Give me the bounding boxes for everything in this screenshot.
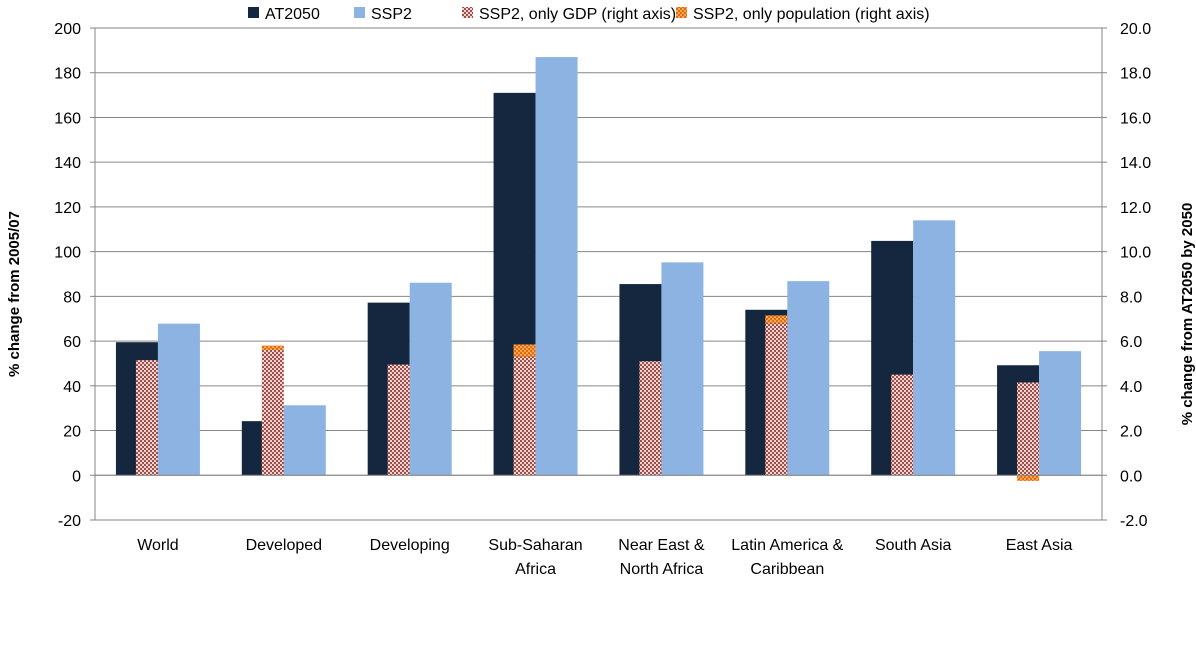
y-tick-label: 120 (54, 200, 81, 217)
x-category-label: Near East & (618, 537, 705, 554)
bar-ssp2 (787, 281, 830, 476)
bar-ssp2 (535, 57, 578, 476)
legend-label: SSP2 (371, 6, 412, 23)
x-category-label: Caribbean (750, 561, 824, 578)
y-tick-label: 140 (54, 155, 81, 172)
bar-ssp2 (409, 282, 452, 476)
bars-layer (115, 57, 1082, 481)
y-tick-label: 0 (72, 468, 81, 485)
bar-ssp2-only-gdp (513, 356, 536, 476)
bar-ssp2-only-gdp (1017, 382, 1040, 476)
legend-swatch (354, 7, 365, 18)
y2-tick-label: 20.0 (1120, 21, 1151, 38)
y2-tick-label: 4.0 (1120, 379, 1142, 396)
y-tick-label: 160 (54, 110, 81, 127)
bar-ssp2-only-population (1017, 475, 1040, 481)
bar-ssp2-only-gdp (891, 374, 914, 476)
legend-label: AT2050 (265, 6, 320, 23)
bar-ssp2-only-population (513, 344, 536, 357)
y-tick-label: 40 (63, 379, 81, 396)
y-axis-title: % change from 2005/07 (6, 211, 23, 377)
y2-tick-label: 2.0 (1120, 424, 1142, 441)
x-category-label: South Asia (875, 537, 952, 554)
legend-label: SSP2, only GDP (right axis) (479, 6, 676, 23)
y-tick-label: 80 (63, 289, 81, 306)
y-tick-label: 200 (54, 21, 81, 38)
bar-ssp2-only-gdp (135, 360, 158, 476)
x-category-label: World (137, 537, 179, 554)
x-category-label: Africa (515, 561, 556, 578)
x-category-label: Developed (246, 537, 323, 554)
x-category-label: North Africa (620, 561, 704, 578)
bar-ssp2 (1039, 351, 1082, 476)
bar-ssp2 (157, 323, 200, 476)
y2-tick-label: 16.0 (1120, 110, 1151, 127)
legend-label: SSP2, only population (right axis) (693, 6, 930, 23)
y2-tick-label: 10.0 (1120, 245, 1151, 262)
legend-swatch (676, 7, 687, 18)
legend-swatch (248, 7, 259, 18)
x-category-label: Developing (370, 537, 450, 554)
x-category-label: Latin America & (731, 537, 843, 554)
y-tick-label: 20 (63, 424, 81, 441)
y2-tick-label: 14.0 (1120, 155, 1151, 172)
bar-ssp2-only-population (261, 345, 284, 351)
y2-tick-label: 12.0 (1120, 200, 1151, 217)
labels-layer: -20 0 20 40 60 80 100 120 140 160 180 200 -2.0 0.0 2.0… (6, 21, 1196, 578)
bar-ssp2 (913, 220, 956, 476)
y-tick-label: 60 (63, 334, 81, 351)
bar-ssp2-only-gdp (387, 364, 410, 476)
bar-ssp2-only-gdp (765, 323, 788, 476)
bar-ssp2 (283, 405, 326, 476)
y-tick-label: 180 (54, 66, 81, 83)
bar-ssp2-only-gdp (639, 361, 662, 476)
y2-tick-label: 8.0 (1120, 289, 1142, 306)
y2-tick-label: 18.0 (1120, 66, 1151, 83)
y2-tick-label: 0.0 (1120, 468, 1142, 485)
y2-tick-label: 6.0 (1120, 334, 1142, 351)
y2-tick-label: -2.0 (1120, 513, 1148, 530)
y-tick-label: -20 (58, 513, 81, 530)
bar-ssp2-only-gdp (261, 350, 284, 476)
x-category-label: East Asia (1006, 537, 1073, 554)
legend-swatch (462, 7, 473, 18)
legend: AT2050 SSP2 SSP2, only GDP (right axis) SSP… (248, 6, 930, 23)
bar-ssp2-only-population (765, 315, 788, 324)
bar-ssp2 (661, 262, 704, 476)
y-tick-label: 100 (54, 245, 81, 262)
x-category-label: Sub-Saharan (488, 537, 582, 554)
y2-axis-title: % change from AT2050 by 2050 (1179, 203, 1196, 426)
axes-layer (90, 27, 1107, 521)
